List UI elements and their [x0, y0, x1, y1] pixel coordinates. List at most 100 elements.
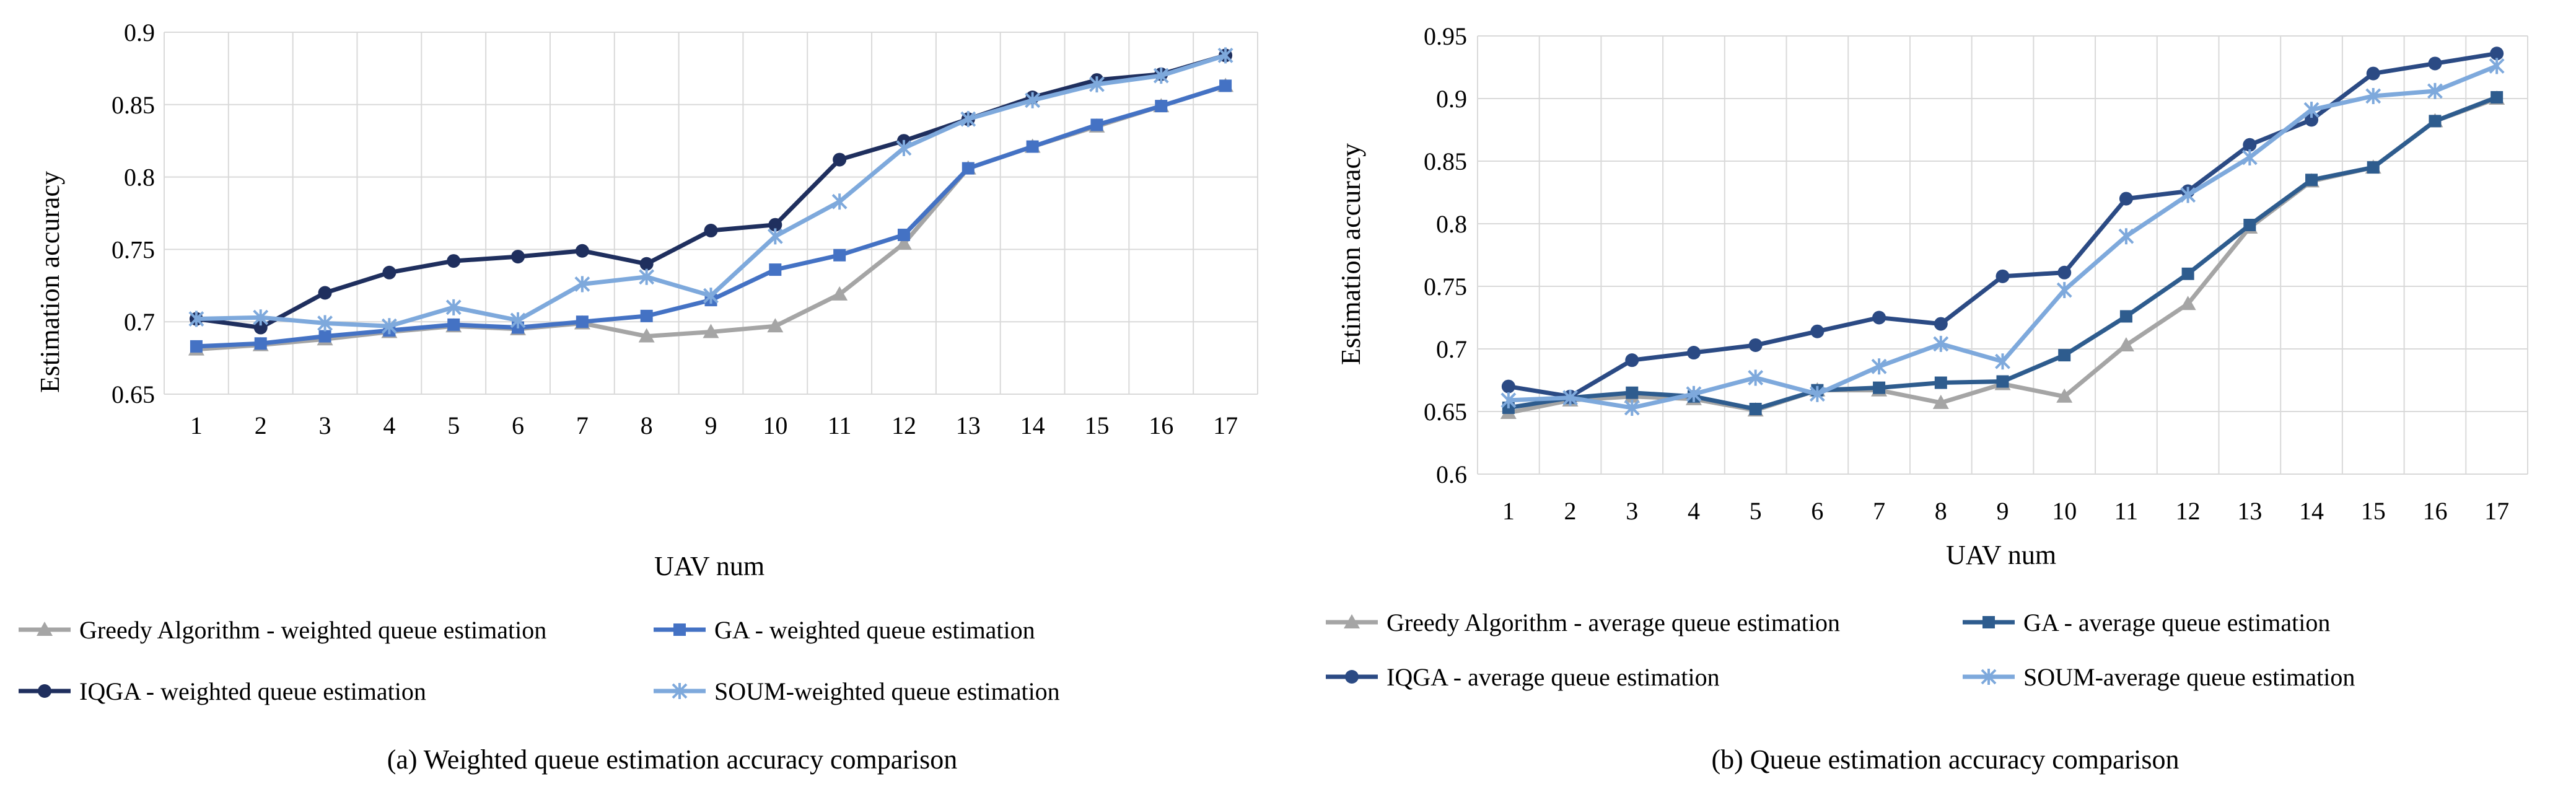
- chart-b-series-4-point: [1871, 358, 1887, 375]
- chart-a-series-2-point: [190, 340, 203, 353]
- chart-a-legend: Greedy Algorithm - weighted queue estima…: [19, 616, 1060, 705]
- chart-b-series-2-point: [2429, 115, 2442, 128]
- chart-a-x-tick-label: 3: [319, 412, 331, 439]
- chart-b-series-3-point: [2490, 46, 2504, 61]
- chart-a-y-tick-label: 0.9: [124, 19, 155, 46]
- chart-a-y-tick-label: 0.8: [124, 164, 155, 192]
- chart-b-x-tick-label: 4: [1688, 497, 1700, 525]
- chart-a-x-tick-label: 11: [828, 412, 852, 439]
- chart-average-queue: 0.60.650.70.750.80.850.90.95 1 2 3 4 5 6 7 8 9 10…: [1326, 22, 2528, 775]
- chart-a-x-axis-label: UAV num: [654, 551, 764, 581]
- chart-b-series-2-point: [2305, 174, 2318, 187]
- chart-b-y-tick-label: 0.85: [1424, 148, 1467, 175]
- chart-b-series-1-point: [1932, 394, 1949, 409]
- chart-a-series-4: [188, 47, 1233, 335]
- chart-b-series-4-point: [2180, 187, 2196, 203]
- chart-b-series: [1500, 46, 2505, 420]
- chart-b-series-2-point: [2243, 219, 2256, 232]
- chart-a-legend-item-3: IQGA - weighted queue estimation: [19, 677, 426, 705]
- chart-a-series-4-point: [896, 139, 912, 156]
- chart-a-series-4-point: [1089, 76, 1105, 93]
- chart-b-y-tick-label: 0.75: [1424, 273, 1467, 301]
- chart-b-x-tick-label: 16: [2422, 497, 2447, 525]
- chart-a-x-tick-label: 4: [383, 412, 395, 439]
- chart-b-series-4-point: [2241, 149, 2258, 165]
- chart-b-x-tick-label: 17: [2484, 497, 2509, 525]
- chart-a-series-3-point: [447, 254, 461, 268]
- chart-a-series-3-point: [833, 152, 847, 167]
- chart-a-series-4-point: [639, 268, 655, 285]
- chart-b-x-tick-label: 12: [2176, 497, 2201, 525]
- chart-a-x-tick-label: 15: [1084, 412, 1109, 439]
- chart-a-grid: [164, 32, 1258, 395]
- chart-a-series-1-point: [703, 324, 719, 338]
- chart-b-series-3-point: [1686, 346, 1701, 360]
- chart-b-x-tick-label: 14: [2299, 497, 2324, 525]
- chart-b-x-tick-label: 2: [1564, 497, 1577, 525]
- chart-b-series-3-point: [1872, 310, 1886, 325]
- chart-b-y-tick-label: 0.8: [1436, 210, 1467, 238]
- chart-b-series-2-point: [2181, 267, 2194, 280]
- chart-a-series-3-point: [639, 257, 654, 271]
- chart-a-series-4-point: [574, 276, 590, 293]
- chart-a-series-1-point: [831, 286, 848, 301]
- chart-b-x-tick-label: 7: [1873, 497, 1885, 525]
- chart-b-y-tick-label: 0.9: [1436, 85, 1467, 113]
- chart-a-x-tick-label: 7: [576, 412, 589, 439]
- chart-b-legend-label: GA - average queue estimation: [2023, 609, 2330, 636]
- chart-b-legend-label: IQGA - average queue estimation: [1387, 663, 1720, 691]
- chart-a-series-2-point: [1026, 140, 1039, 153]
- chart-b-y-tick-label: 0.95: [1424, 22, 1467, 50]
- chart-b-series-3-point: [2305, 113, 2319, 127]
- chart-b-x-tick-label: 5: [1750, 497, 1762, 525]
- chart-b-series-4-point: [1562, 389, 1578, 406]
- chart-a-x-tick-label: 2: [255, 412, 267, 439]
- chart-b-legend-label: Greedy Algorithm - average queue estimat…: [1387, 609, 1840, 636]
- chart-a-series-4-point: [1217, 47, 1233, 64]
- chart-b-series-2-point: [2367, 161, 2380, 174]
- chart-b-series-2-point: [1749, 402, 1762, 415]
- chart-b-series-2-point: [1626, 386, 1639, 399]
- chart-b-y-tick-label: 0.6: [1436, 460, 1467, 488]
- chart-b-series-3-point: [2057, 265, 2072, 280]
- chart-a-series-4-point: [1153, 68, 1169, 84]
- chart-a-y-tick-label: 0.85: [112, 91, 155, 119]
- chart-b-series-2-point: [2119, 310, 2132, 323]
- chart-a-x-ticks: 1 2 3 4 5 6 7 8 9 10 11 12 13 14 15 16 17: [190, 412, 1238, 439]
- chart-a-legend-label: SOUM-weighted queue estimation: [714, 677, 1060, 705]
- chart-a-series-4-point: [831, 193, 848, 210]
- chart-a-series-3-point: [575, 244, 589, 258]
- chart-a-series-4-point: [1025, 92, 1041, 108]
- chart-a-legend-item-4: SOUM-weighted queue estimation: [654, 677, 1060, 705]
- chart-a-legend-label: GA - weighted queue estimation: [714, 616, 1035, 644]
- chart-b-series-1-point: [2180, 296, 2196, 310]
- chart-b-series-2-point: [1934, 376, 1947, 389]
- chart-a-series-2-point: [962, 162, 975, 175]
- chart-b-series-2-point: [1996, 375, 2009, 388]
- chart-a-x-tick-label: 12: [892, 412, 916, 439]
- chart-b-series-4-point: [2365, 87, 2381, 104]
- chart-b-series-2-point: [1873, 381, 1886, 394]
- chart-b-legend-item-4: SOUM-average queue estimation: [1963, 663, 2355, 691]
- chart-b-series-3-point: [1748, 338, 1763, 352]
- chart-b-y-ticks: 0.6 0.65 0.7 0.75 0.8 0.85 0.9 0.95: [1424, 22, 1467, 488]
- chart-b-series-1-point: [2118, 337, 2134, 351]
- chart-a-series-4-point: [767, 228, 783, 245]
- chart-b-series-3-point: [2243, 138, 2257, 152]
- chart-a-x-tick-label: 10: [763, 412, 787, 439]
- chart-b-legend-item-2: GA - average queue estimation: [1963, 609, 2330, 636]
- chart-b-series-4-point: [1624, 399, 1640, 416]
- chart-a-series-4-point: [253, 309, 269, 326]
- chart-a-x-tick-label: 17: [1213, 412, 1238, 439]
- chart-a-series-4-point: [510, 312, 526, 328]
- chart-b-x-axis-label: UAV num: [1946, 540, 2056, 570]
- chart-b-x-ticks: 1 2 3 4 5 6 7 8 9 10 11 12 13 14 15 16 17: [1502, 497, 2509, 525]
- chart-a-y-tick-label: 0.7: [124, 308, 155, 336]
- chart-b-series-4-point: [2118, 228, 2134, 245]
- chart-a-legend-label: Greedy Algorithm - weighted queue estima…: [79, 616, 546, 644]
- chart-a-series-3: [189, 48, 1233, 335]
- chart-b-series-3-point: [2119, 192, 2133, 206]
- chart-a-series: [188, 47, 1234, 356]
